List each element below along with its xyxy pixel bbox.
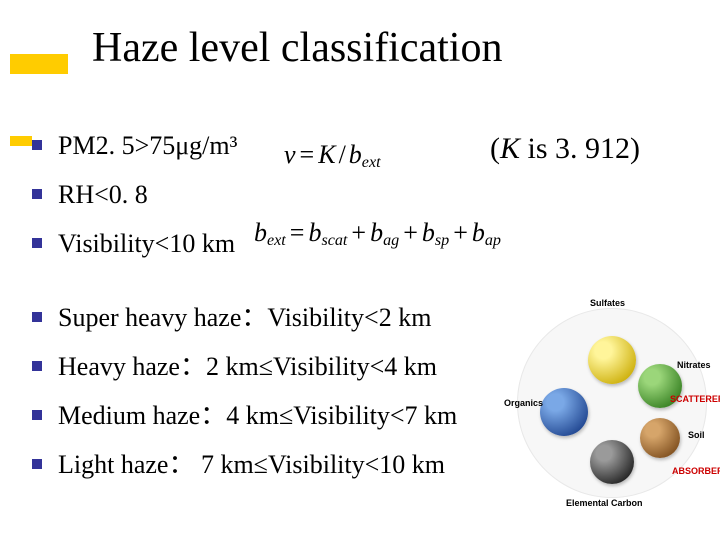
criteria-list: PM2. 5>75μg/m³ RH<0. 8 Visibility<10 km (32, 128, 237, 275)
label-soil: Soil (688, 430, 705, 440)
list-item: Medium haze：4 km≤Visibility<7 km (32, 398, 457, 433)
list-item: RH<0. 8 (32, 177, 237, 212)
accent-bar-top (10, 54, 68, 74)
list-item: Light haze： 7 km≤Visibility<10 km (32, 447, 457, 482)
list-item: Heavy haze：2 km≤Visibility<4 km (32, 349, 457, 384)
label-scatterers: SCATTERERS (670, 394, 720, 404)
criteria-text: RH<0. 8 (58, 180, 148, 209)
sphere-soil (640, 418, 680, 458)
label-organics: Organics (504, 398, 543, 408)
k-symbol: K (500, 132, 520, 165)
page-title: Haze level classification (92, 24, 502, 72)
k-constant-note: (K is 3. 912) (490, 132, 640, 166)
slide-root: Haze level classification PM2. 5>75μg/m³… (0, 0, 720, 540)
label-nitrates: Nitrates (677, 360, 711, 370)
k-rest: is 3. 912) (520, 132, 640, 165)
criteria-text: Visibility<10 km (58, 229, 235, 258)
sphere-organics (540, 388, 588, 436)
paren-open: ( (490, 132, 500, 165)
haze-levels-list: Super heavy haze：Visibility<2 km Heavy h… (32, 300, 457, 496)
particle-diagram: Sulfates Nitrates SCATTERERS Soil ABSORB… (512, 298, 712, 508)
level-text: Heavy haze：2 km≤Visibility<4 km (58, 352, 437, 381)
sphere-ec (590, 440, 634, 484)
sphere-sulfates (588, 336, 636, 384)
level-text: Light haze： 7 km≤Visibility<10 km (58, 450, 445, 479)
list-item: Visibility<10 km (32, 226, 237, 261)
level-text: Super heavy haze：Visibility<2 km (58, 303, 431, 332)
criteria-text: PM2. 5>75μg/m³ (58, 131, 237, 160)
list-item: PM2. 5>75μg/m³ (32, 128, 237, 163)
accent-bar-small (10, 136, 32, 146)
label-sulfates: Sulfates (590, 298, 625, 308)
label-absorber: ABSORBER (672, 466, 720, 476)
list-item: Super heavy haze：Visibility<2 km (32, 300, 457, 335)
label-ec: Elemental Carbon (566, 498, 643, 508)
formula-extinction: bext=bscat+bag+bsp+bap (254, 218, 501, 250)
level-text: Medium haze：4 km≤Visibility<7 km (58, 401, 457, 430)
formula-visibility: ν=K/bext (284, 140, 381, 172)
